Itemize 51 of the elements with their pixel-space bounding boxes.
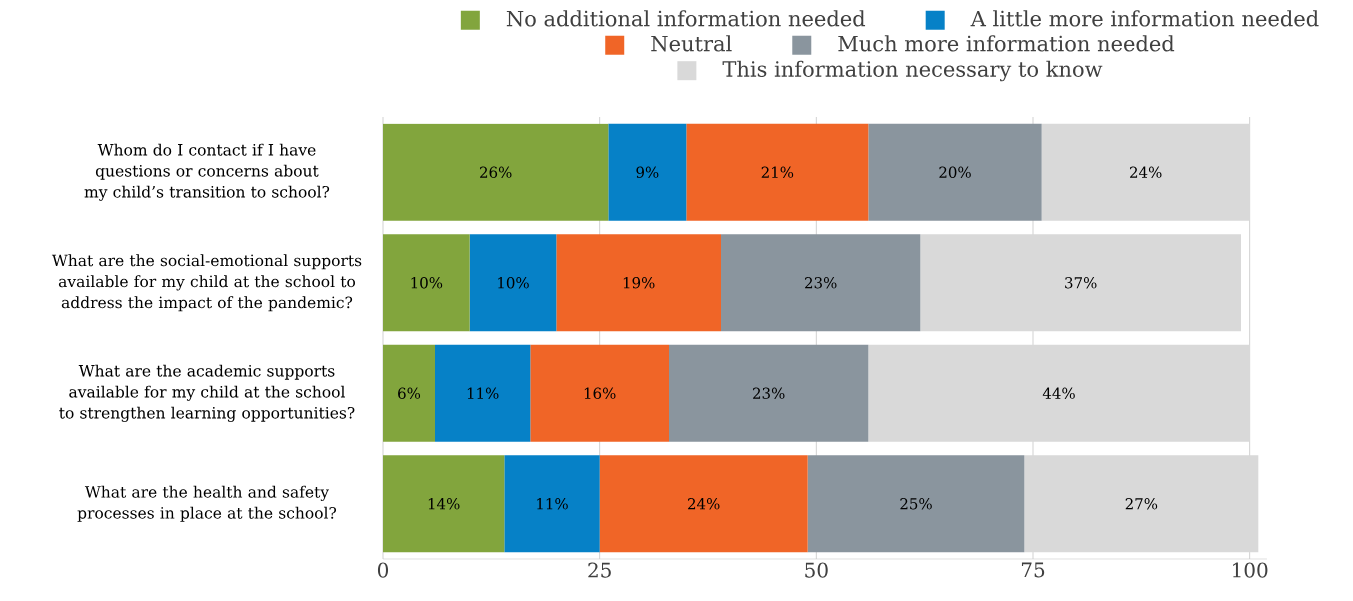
bar [383, 344, 435, 442]
bar [599, 455, 808, 553]
data-label: 24% [688, 498, 720, 510]
bar [608, 123, 687, 221]
data-label: 44% [1042, 387, 1075, 399]
x-tick-label: 100 [1233, 562, 1268, 578]
legend-label: Much more information needed [838, 35, 1175, 52]
data-label: 20% [939, 166, 971, 178]
data-label: 24% [1130, 166, 1162, 178]
bar [807, 455, 1025, 553]
y-tick-label: Whom do I contact if I have questions or concerns about my child’s transition to school? [84, 143, 330, 201]
data-label: 27% [1125, 498, 1158, 510]
bar [721, 234, 921, 332]
bar [504, 455, 600, 553]
data-label: 14% [428, 498, 460, 510]
bar [469, 234, 557, 332]
data-label: 21% [761, 166, 794, 178]
y-tick-label: What are the academic supports available for my child at the school to strengthen learning opportunities? [59, 364, 355, 422]
y-tick-label: What are the health and safety processes in place at the school? [77, 485, 337, 522]
bar [686, 123, 869, 221]
x-tick-label: 25 [588, 562, 611, 578]
data-label: 6% [398, 387, 421, 399]
bar [920, 234, 1241, 332]
y-tick-label: What are the social-emotional supports available for my child at the school to address the impact of the pandemic? [51, 254, 362, 312]
data-label: 37% [1065, 277, 1097, 289]
bar [530, 344, 669, 442]
data-label: 9% [636, 166, 659, 178]
bar [383, 455, 505, 553]
legend-label: Neutral [651, 35, 732, 52]
data-label: 23% [805, 277, 837, 289]
data-label: 19% [623, 277, 655, 289]
data-label: 11% [467, 387, 499, 399]
data-label: 10% [498, 277, 529, 289]
data-label: 23% [753, 387, 785, 399]
x-tick-label: 75 [1021, 562, 1045, 578]
bar [383, 123, 609, 221]
bar [383, 234, 470, 332]
data-label: 26% [480, 166, 512, 178]
legend-label: This information necessary to know [722, 60, 1103, 82]
data-label: 10% [411, 277, 443, 289]
bar [669, 344, 869, 442]
x-tick-label: 0 [377, 562, 389, 578]
bar [556, 234, 721, 332]
data-label: 16% [584, 387, 616, 399]
data-label: 11% [537, 498, 568, 510]
bar [868, 123, 1042, 221]
bar [435, 344, 531, 442]
legend-label: No additional information needed [506, 10, 866, 27]
x-tick-label: 50 [805, 562, 828, 578]
legend-label: A little more information needed [970, 10, 1319, 27]
data-label: 25% [900, 498, 932, 510]
